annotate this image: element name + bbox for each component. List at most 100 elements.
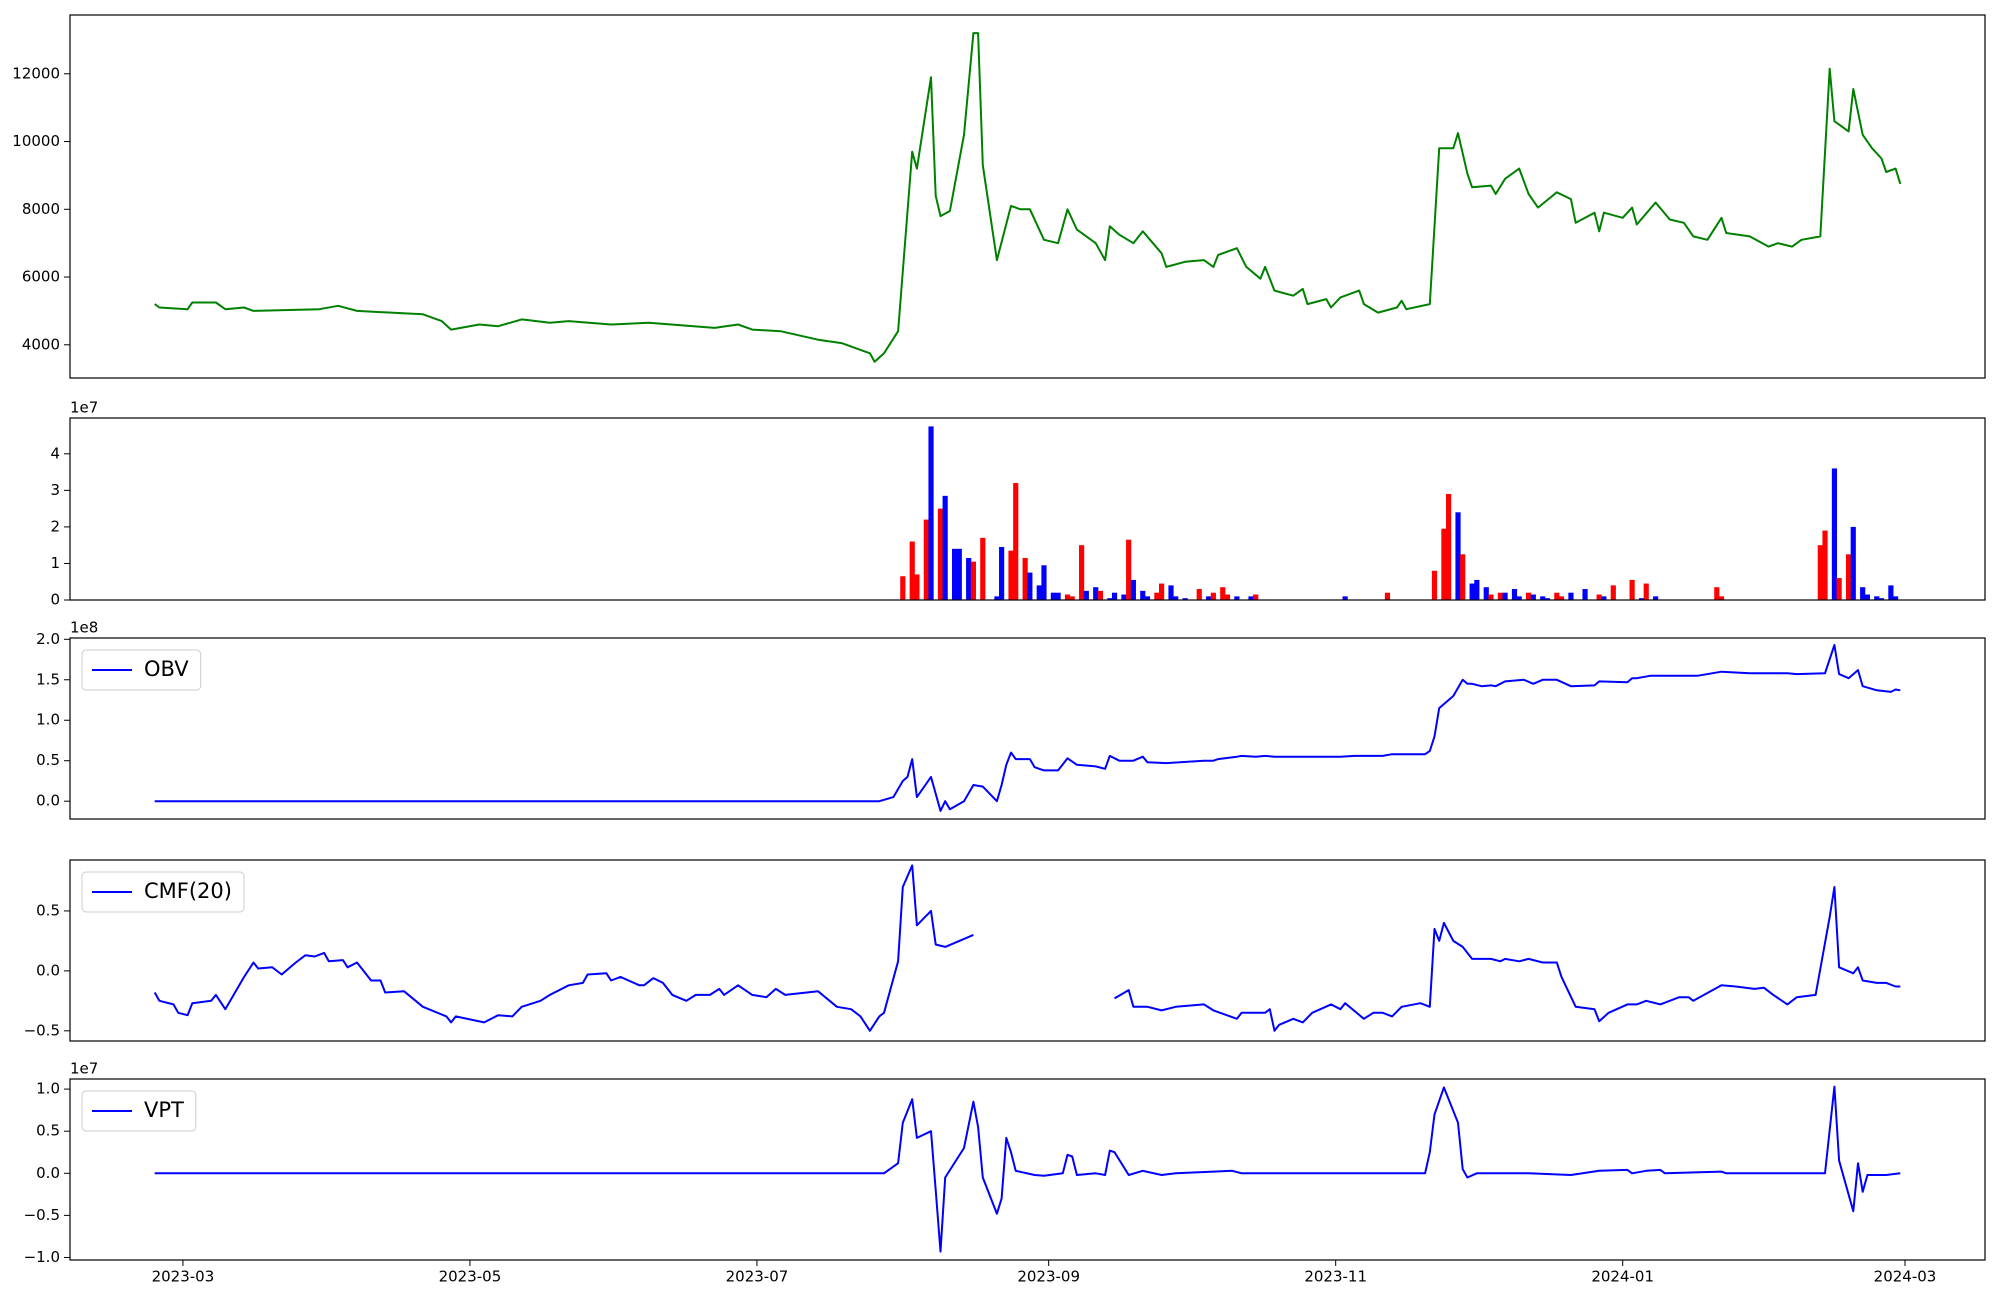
axes [153, 864, 1901, 1032]
legend-box [81, 1090, 197, 1132]
bar [1206, 596, 1212, 600]
bar [1474, 579, 1480, 600]
x-tick-label: 2024-01 [1591, 1268, 1654, 1286]
bar [1168, 585, 1174, 600]
bar [1041, 565, 1047, 600]
y-tick-label: 1 [50, 554, 60, 572]
bar [942, 495, 948, 600]
x-tick-label: 2023-05 [439, 1268, 502, 1286]
data-line [154, 1085, 1901, 1253]
y-tick-label: 0.0 [36, 961, 60, 979]
bar [1893, 596, 1899, 600]
bar [1888, 585, 1894, 600]
bar [1601, 596, 1607, 600]
bar [1253, 594, 1259, 600]
bar [1234, 596, 1240, 600]
x-tick-label: 2023-11 [1304, 1268, 1367, 1286]
bar [1126, 539, 1132, 600]
y-tick-label: 0.5 [36, 1122, 60, 1140]
bar [1860, 587, 1866, 600]
data-line [154, 32, 1902, 363]
bar [999, 547, 1005, 600]
bar [1069, 596, 1075, 600]
bar [1714, 587, 1720, 600]
bar [1159, 583, 1165, 600]
y-tick-label: 0.5 [36, 751, 60, 769]
y-tick-label: 12000 [12, 64, 60, 82]
bar [1568, 592, 1574, 600]
legend: CMF(20) [81, 871, 245, 913]
bar [1140, 590, 1146, 600]
y-offset-text: 1e7 [70, 1060, 98, 1078]
bar [1874, 596, 1880, 600]
bar [951, 548, 958, 600]
bar [1130, 579, 1136, 600]
bar [1817, 545, 1823, 600]
bar [937, 508, 944, 600]
bar [1027, 572, 1033, 600]
bar [1196, 589, 1202, 600]
bar [1431, 570, 1438, 600]
bar [1864, 594, 1870, 600]
bar [994, 596, 1000, 600]
y-tick-label: −0.5 [24, 1206, 60, 1224]
y-tick-label: 10000 [12, 132, 60, 150]
bar [1850, 526, 1856, 600]
bar [1013, 483, 1019, 600]
axes-frame [69, 417, 1986, 601]
y-offset-text: 1e8 [70, 619, 98, 637]
bar [909, 541, 915, 600]
bar [1083, 590, 1089, 600]
bar [1558, 596, 1565, 600]
bar [928, 426, 934, 600]
bar [1121, 594, 1127, 600]
bar [914, 574, 920, 600]
bar [1845, 554, 1852, 600]
bar [1718, 596, 1725, 600]
axes-frame [69, 1078, 1986, 1261]
bar [1055, 592, 1061, 600]
bar [956, 548, 962, 600]
bar [1446, 494, 1452, 600]
bar [1831, 468, 1838, 600]
y-tick-label: 8000 [22, 200, 60, 218]
y-tick-label: 6000 [22, 268, 60, 286]
bar [1455, 512, 1461, 600]
y-tick-label: 0 [50, 591, 60, 609]
x-tick-label: 2024-03 [1874, 1268, 1937, 1286]
x-tick-label: 2023-09 [1017, 1268, 1080, 1286]
bar [980, 537, 986, 600]
y-tick-label: −1.0 [24, 1248, 60, 1266]
bar [1878, 598, 1885, 600]
bar [1050, 592, 1056, 600]
legend-label: OBV [144, 657, 189, 681]
axes-frame [69, 14, 1986, 379]
bar [1653, 596, 1659, 600]
legend: OBV [81, 649, 202, 691]
bar [1144, 596, 1151, 600]
bar [1154, 592, 1160, 600]
axes-frame [69, 637, 1986, 820]
bar [1064, 594, 1071, 600]
bar [1224, 594, 1231, 600]
bar [1173, 596, 1179, 600]
bar [1342, 596, 1348, 600]
x-tick-label: 2023-03 [152, 1268, 215, 1286]
bar [1554, 592, 1560, 600]
axes [900, 426, 1899, 600]
bar [1008, 550, 1014, 600]
bar [1596, 594, 1602, 600]
bar [1248, 596, 1254, 600]
bar [923, 519, 929, 600]
y-tick-label: 1.5 [36, 670, 60, 688]
y-tick-label: 1.0 [36, 1080, 60, 1098]
bar [1220, 587, 1226, 600]
bar [1093, 587, 1099, 600]
bar [1483, 587, 1489, 600]
bar [1582, 589, 1588, 600]
data-line [153, 864, 1901, 1032]
bar [1097, 590, 1104, 600]
bar [1511, 589, 1518, 600]
